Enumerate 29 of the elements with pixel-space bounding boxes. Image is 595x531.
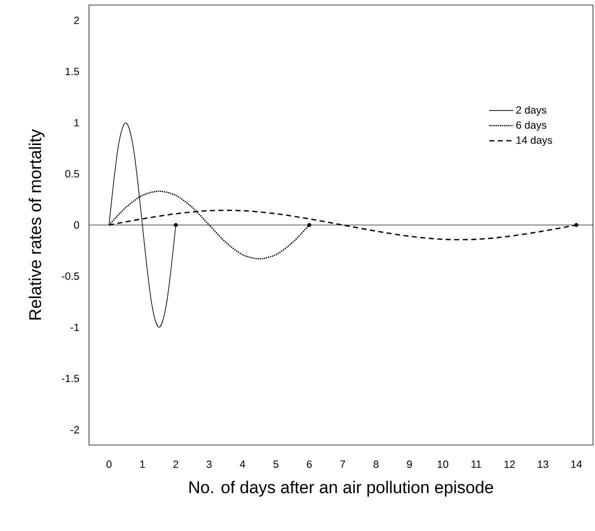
x-tick-label: 9 (407, 460, 412, 468)
y-tick-label: -1 (70, 324, 79, 331)
y-tick-label: -0.5 (62, 272, 80, 280)
x-tick-label: 13 (538, 460, 548, 468)
x-axis-title: No. of days after an air pollution episode (189, 480, 494, 497)
y-tick-label: 0 (74, 221, 80, 229)
x-tick-label: 3 (206, 460, 212, 468)
x-tick-label: 2 (173, 460, 178, 468)
x-tick-label: 1 (140, 460, 145, 468)
y-tick-label: 0.5 (65, 170, 80, 178)
x-tick-label: 10 (438, 460, 448, 468)
legend-label: 2 days (516, 106, 546, 116)
y-tick-label: 1.5 (66, 68, 80, 76)
y-tick-label: -1.5 (62, 374, 80, 382)
y-tick-label: -2 (70, 426, 79, 434)
x-tick-label: 4 (240, 460, 246, 468)
x-tick-label: 6 (306, 460, 312, 468)
legend-label: 14 days (516, 136, 552, 146)
x-tick-label: 14 (571, 460, 582, 468)
x-tick-label: 5 (273, 460, 278, 468)
legend-label: 6 days (516, 121, 546, 131)
x-tick-label: 11 (472, 460, 482, 468)
y-axis-title: Relative rates of mortality (28, 129, 45, 320)
y-tick-label: 2 (74, 16, 79, 24)
x-tick-label: 8 (374, 460, 379, 468)
x-tick-label: 12 (504, 460, 515, 468)
x-tick-label: 7 (340, 460, 346, 468)
y-tick-label: 1 (74, 119, 79, 126)
x-tick-label: 0 (106, 460, 112, 468)
